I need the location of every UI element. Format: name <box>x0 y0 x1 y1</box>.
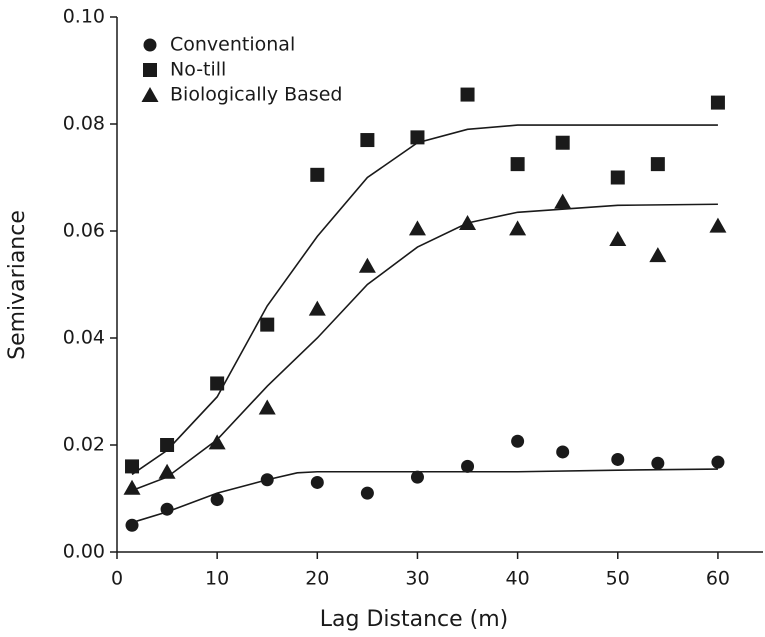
data-point <box>649 247 667 263</box>
x-axis-title: Lag Distance (m) <box>320 607 508 632</box>
data-point <box>709 217 727 233</box>
data-point <box>210 376 225 391</box>
y-tick-label: 0.08 <box>63 113 105 135</box>
data-point <box>511 434 525 448</box>
data-point <box>459 214 477 230</box>
y-tick-label: 0.04 <box>63 327 105 349</box>
data-point <box>210 493 224 507</box>
data-point <box>360 133 375 148</box>
data-point <box>610 170 625 185</box>
x-tick-label: 50 <box>606 568 630 590</box>
legend-marker <box>143 38 157 52</box>
data-point <box>460 87 475 102</box>
x-tick-label: 0 <box>111 568 123 590</box>
fit-line <box>131 124 718 476</box>
x-tick-label: 40 <box>506 568 530 590</box>
data-point <box>509 220 527 236</box>
x-tick-label: 30 <box>405 568 429 590</box>
data-point <box>555 135 570 150</box>
data-point <box>260 473 274 487</box>
legend-label: No-till <box>170 59 226 81</box>
data-point <box>611 452 625 466</box>
data-point <box>310 167 325 182</box>
data-point <box>258 399 276 415</box>
data-point <box>710 95 725 110</box>
data-point <box>125 518 139 532</box>
data-point <box>651 456 665 470</box>
y-tick-label: 0.02 <box>63 434 105 456</box>
data-point <box>308 300 326 316</box>
data-point <box>208 434 226 450</box>
y-tick-label: 0.00 <box>63 541 105 563</box>
data-point <box>410 130 425 145</box>
y-axis-title: Semivariance <box>5 210 30 360</box>
data-point <box>358 257 376 273</box>
data-point <box>609 231 627 247</box>
data-point <box>123 479 141 495</box>
fit-line <box>131 468 718 524</box>
data-point <box>408 220 426 236</box>
x-tick-label: 60 <box>706 568 730 590</box>
data-point <box>410 470 424 484</box>
x-tick-label: 20 <box>305 568 329 590</box>
legend-label: Conventional <box>170 34 295 56</box>
data-point <box>310 475 324 489</box>
data-point <box>650 157 665 172</box>
legend-marker <box>143 63 157 77</box>
data-point <box>556 445 570 459</box>
data-point <box>360 486 374 500</box>
data-point <box>711 455 725 469</box>
data-point <box>510 157 525 172</box>
data-point <box>160 502 174 516</box>
legend-marker <box>141 87 159 102</box>
y-tick-label: 0.06 <box>63 220 105 242</box>
data-point <box>461 459 475 473</box>
data-point <box>160 438 175 452</box>
data-point <box>554 193 572 209</box>
y-tick-label: 0.10 <box>63 6 105 28</box>
legend-label: Biologically Based <box>170 84 342 106</box>
x-tick-label: 10 <box>205 568 229 590</box>
data-point <box>260 317 275 332</box>
data-point <box>125 459 140 474</box>
data-point <box>158 463 176 479</box>
fit-line <box>131 203 718 492</box>
